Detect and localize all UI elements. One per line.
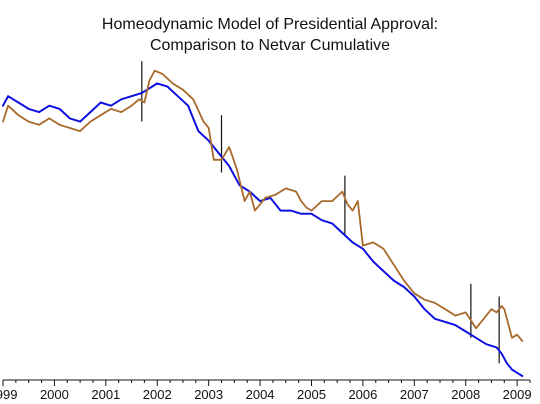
chart-title: Homeodynamic Model of Presidential Appro…	[101, 16, 439, 33]
x-tick-label: 2006	[348, 387, 377, 402]
x-tick-label: 1999	[0, 387, 17, 402]
model-series-line	[2, 82, 524, 377]
x-tick-label: 2001	[91, 387, 120, 402]
x-tick-label: 2002	[143, 387, 172, 402]
x-tick-label: 2003	[194, 387, 223, 402]
observed-series-line	[2, 69, 524, 342]
chart-subtitle: Comparison to Netvar Cumulative	[149, 37, 391, 54]
x-tick-label: 2007	[400, 387, 429, 402]
x-tick-label: 2000	[40, 387, 69, 402]
x-tick-label: 2009	[503, 387, 532, 402]
series-lines	[2, 69, 524, 377]
x-tick-label: 2004	[246, 387, 275, 402]
x-tick-label: 2008	[451, 387, 480, 402]
event-markers	[141, 61, 500, 364]
x-tick-label: 2005	[297, 387, 326, 402]
x-axis: 1999 2000 2001 2002 2003 2004 2005 2006 2007 2008…	[0, 379, 532, 402]
chart-title-block: Homeodynamic Model of Presidential Appro…	[0, 14, 540, 56]
